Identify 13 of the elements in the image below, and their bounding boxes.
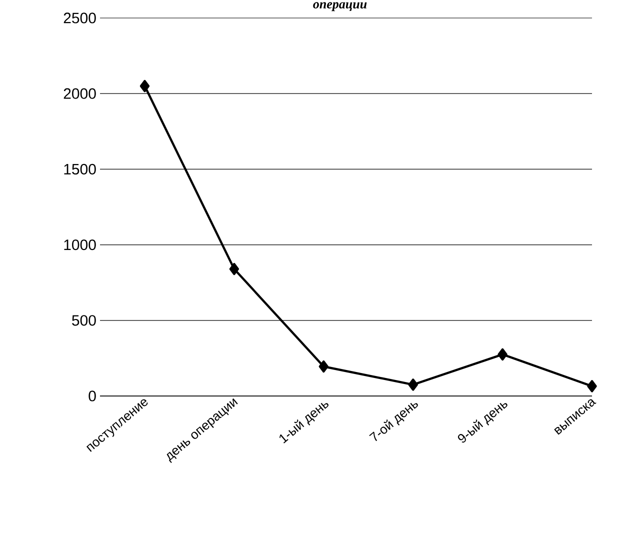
y-tick-label: 1000 — [64, 239, 96, 250]
y-tick-label: 0 — [88, 390, 96, 402]
point — [498, 348, 508, 361]
point — [408, 378, 418, 391]
point — [229, 262, 240, 276]
point — [587, 380, 597, 392]
y-tick-label: 2500 — [64, 12, 96, 24]
chart-title: операции — [313, 2, 367, 12]
y-tick-label: 1500 — [64, 164, 96, 174]
point — [140, 80, 150, 92]
point — [318, 360, 328, 373]
y-tick-label: 2000 — [64, 88, 96, 99]
y-tick-label: 500 — [72, 315, 96, 326]
